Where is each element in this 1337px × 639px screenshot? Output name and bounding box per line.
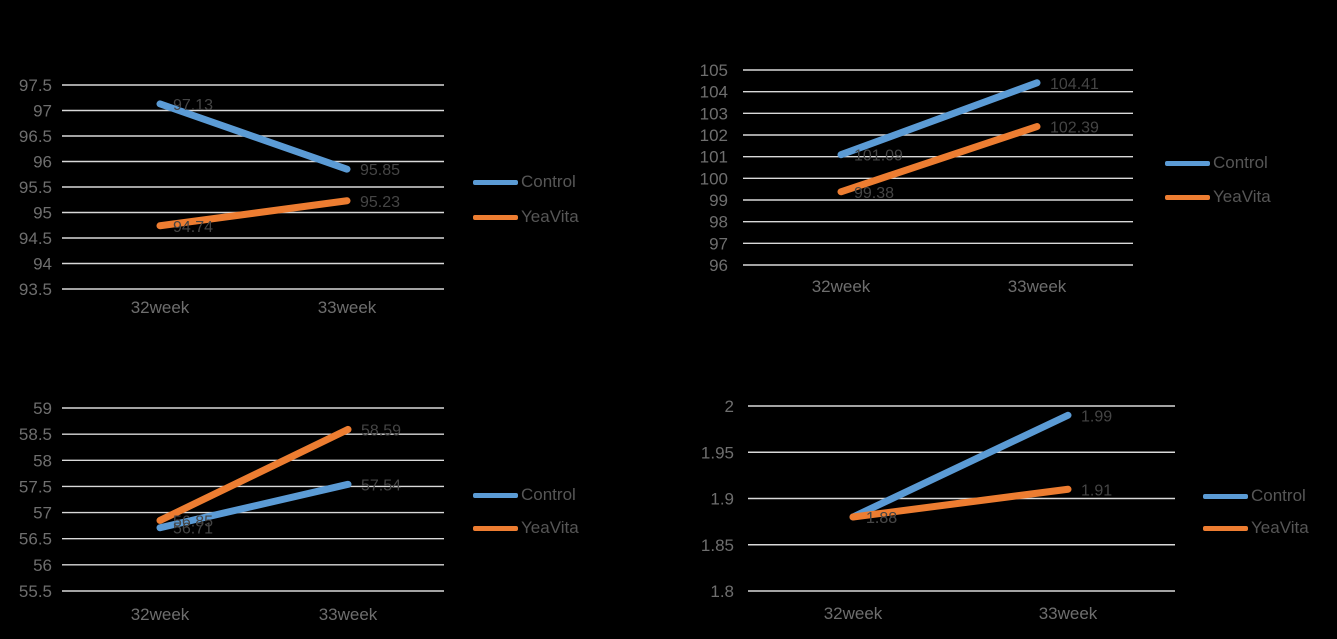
yeavita-data-label: 1.88 bbox=[866, 510, 897, 527]
y-tick-label: 95.5 bbox=[19, 178, 52, 197]
y-tick-label: 100 bbox=[700, 169, 728, 188]
y-tick-label: 96 bbox=[33, 153, 52, 172]
legend-label-yeavita: YeaVita bbox=[521, 518, 579, 537]
y-tick-label: 56.5 bbox=[19, 530, 52, 549]
y-tick-label: 98 bbox=[709, 213, 728, 232]
y-tick-label: 1.9 bbox=[710, 490, 734, 509]
y-tick-label: 57.5 bbox=[19, 477, 52, 496]
yeavita-line-swatch-icon bbox=[473, 214, 518, 220]
yeavita-data-label: 99.38 bbox=[854, 185, 894, 202]
x-category-label: 32week bbox=[131, 298, 190, 317]
y-tick-label: 56 bbox=[33, 556, 52, 575]
legend-item-yeavita: YeaVita bbox=[473, 518, 579, 538]
y-tick-label: 2 bbox=[725, 397, 734, 416]
legend-item-yeavita: YeaVita bbox=[1203, 518, 1309, 538]
y-tick-label: 99 bbox=[709, 191, 728, 210]
yeavita-series-line bbox=[837, 123, 1041, 196]
legend-item-control: Control bbox=[1165, 153, 1268, 173]
control-data-label: 104.41 bbox=[1050, 76, 1099, 93]
yeavita-series-line bbox=[849, 485, 1072, 521]
y-tick-label: 94.5 bbox=[19, 229, 52, 248]
y-tick-label: 1.85 bbox=[701, 536, 734, 555]
yeavita-line-swatch-icon bbox=[473, 525, 518, 531]
control-data-label: 101.09 bbox=[854, 148, 903, 165]
legend-label-yeavita: YeaVita bbox=[1251, 518, 1309, 537]
y-tick-label: 97 bbox=[33, 102, 52, 121]
yeavita-data-label: 56.85 bbox=[173, 513, 213, 530]
legend-item-yeavita: YeaVita bbox=[1165, 187, 1271, 207]
legend-item-control: Control bbox=[1203, 486, 1306, 506]
y-tick-label: 57 bbox=[33, 504, 52, 523]
x-category-label: 32week bbox=[812, 277, 871, 296]
y-tick-label: 101 bbox=[700, 148, 728, 167]
x-category-label: 33week bbox=[1008, 277, 1067, 296]
control-data-label: 56.71 bbox=[173, 521, 213, 538]
control-data-label: 57.54 bbox=[361, 477, 401, 494]
y-tick-label: 105 bbox=[700, 61, 728, 80]
y-tick-label: 97.5 bbox=[19, 76, 52, 95]
legend-label-control: Control bbox=[1213, 153, 1268, 172]
legend-label-control: Control bbox=[1251, 486, 1306, 505]
y-tick-label: 97 bbox=[709, 234, 728, 253]
y-tick-label: 96.5 bbox=[19, 127, 52, 146]
control-line-swatch-icon bbox=[473, 179, 518, 185]
yeavita-data-label: 102.39 bbox=[1050, 120, 1099, 137]
control-series-line bbox=[156, 100, 351, 173]
y-tick-label: 94 bbox=[33, 255, 52, 274]
yeavita-data-label: 58.59 bbox=[361, 422, 401, 439]
control-series-line bbox=[849, 411, 1072, 521]
x-category-label: 32week bbox=[824, 604, 883, 623]
control-series-line bbox=[156, 480, 352, 532]
legend-label-yeavita: YeaVita bbox=[521, 207, 579, 226]
x-category-label: 33week bbox=[1039, 604, 1098, 623]
control-line-swatch-icon bbox=[473, 492, 518, 498]
legend-item-control: Control bbox=[473, 485, 576, 505]
y-tick-label: 55.5 bbox=[19, 582, 52, 601]
y-tick-label: 1.8 bbox=[710, 582, 734, 601]
control-line-swatch-icon bbox=[1203, 493, 1248, 499]
legend-label-yeavita: YeaVita bbox=[1213, 187, 1271, 206]
control-series-line bbox=[837, 79, 1041, 159]
y-tick-label: 103 bbox=[700, 104, 728, 123]
x-category-label: 33week bbox=[319, 605, 378, 624]
yeavita-line-swatch-icon bbox=[1203, 525, 1248, 531]
legend-label-control: Control bbox=[521, 172, 576, 191]
yeavita-line-swatch-icon bbox=[1165, 194, 1210, 200]
control-data-label: 95.85 bbox=[360, 162, 400, 179]
legend-label-control: Control bbox=[521, 485, 576, 504]
yeavita-data-label: 94.74 bbox=[173, 219, 213, 236]
y-tick-label: 1.95 bbox=[701, 443, 734, 462]
legend-item-control: Control bbox=[473, 172, 576, 192]
y-tick-label: 96 bbox=[709, 256, 728, 275]
y-tick-label: 102 bbox=[700, 126, 728, 145]
y-tick-label: 95 bbox=[33, 204, 52, 223]
yeavita-series-line bbox=[156, 197, 351, 230]
y-tick-label: 58.5 bbox=[19, 425, 52, 444]
chart-top-left: 97.5 97 96.5 96 95.5 95 94.5 94 93.5 32week 33week… bbox=[19, 76, 444, 317]
legend-item-yeavita: YeaVita bbox=[473, 207, 579, 227]
y-tick-label: 59 bbox=[33, 399, 52, 418]
control-data-label: 1.99 bbox=[1081, 408, 1112, 425]
yeavita-data-label: 95.23 bbox=[360, 194, 400, 211]
control-line-swatch-icon bbox=[1165, 160, 1210, 166]
chart-bottom-left: 59 58.5 58 57.5 57 56.5 56 55.5 32week 33week 56.7… bbox=[19, 399, 444, 624]
yeavita-series-line bbox=[156, 425, 352, 524]
control-data-label: 97.13 bbox=[173, 97, 213, 114]
chart-top-right: 105 104 103 102 101 100 99 98 97 96 32week 33week 10… bbox=[700, 61, 1133, 296]
y-tick-label: 58 bbox=[33, 451, 52, 470]
x-category-label: 33week bbox=[318, 298, 377, 317]
yeavita-data-label: 1.91 bbox=[1081, 482, 1112, 499]
x-category-label: 32week bbox=[131, 605, 190, 624]
y-tick-label: 104 bbox=[700, 83, 728, 102]
y-tick-label: 93.5 bbox=[19, 280, 52, 299]
